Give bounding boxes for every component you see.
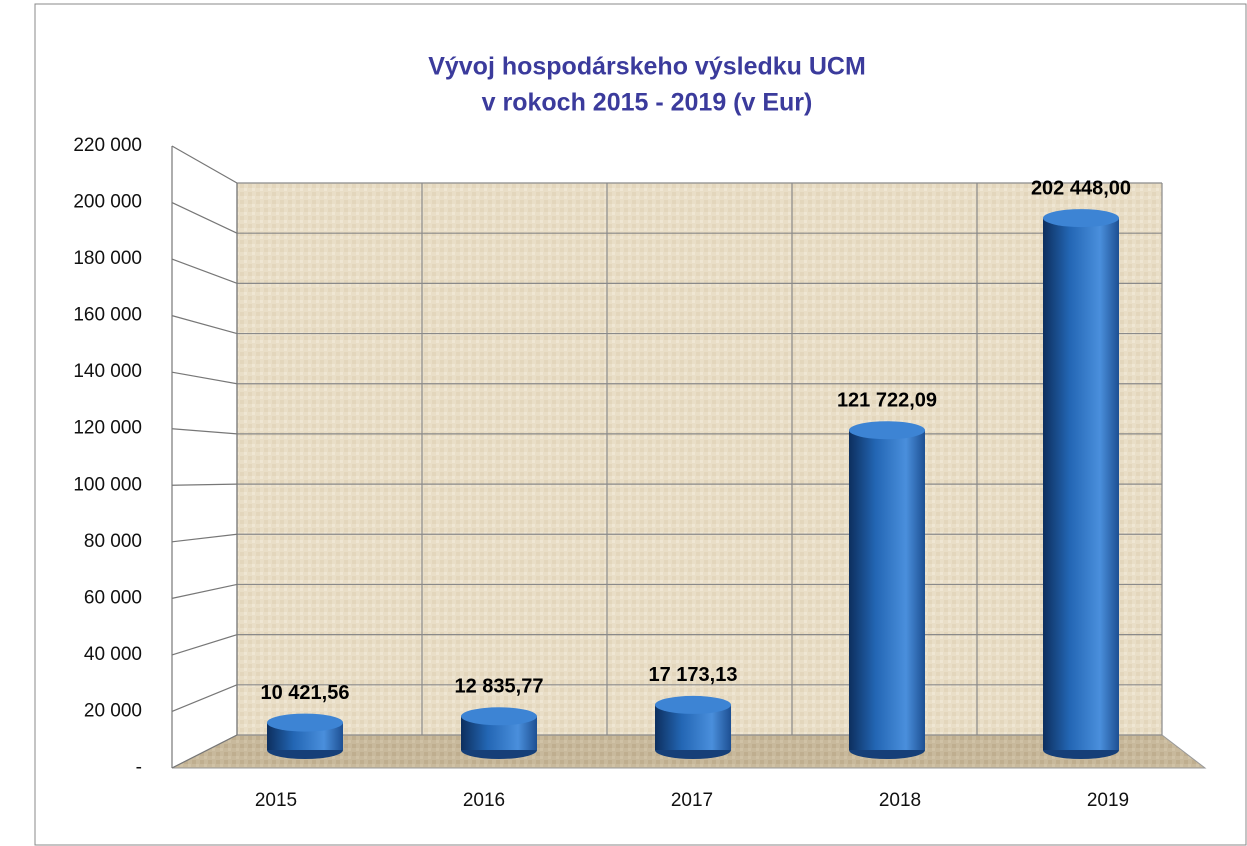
grid-line-side <box>171 533 238 543</box>
y-tick-label: 220 000 <box>73 135 142 156</box>
chart-title: Vývoj hospodárskeho výsledku UCM <box>428 53 866 81</box>
y-tick-label: 140 000 <box>73 361 142 382</box>
y-tick-label: 180 000 <box>73 248 142 269</box>
bar-top <box>655 695 731 714</box>
bar-top <box>461 707 537 726</box>
value-label: 17 173,13 <box>649 664 738 686</box>
bar-top <box>267 713 343 732</box>
grid-line-side <box>171 428 238 435</box>
y-tick-label: 80 000 <box>84 531 142 552</box>
value-label: 202 448,00 <box>1031 177 1131 199</box>
value-label: 121 722,09 <box>837 389 937 411</box>
x-tick-label: 2017 <box>671 790 713 811</box>
y-tick-label: 60 000 <box>84 587 142 608</box>
y-tick-label: 200 000 <box>73 192 142 213</box>
y-tick-label: - <box>136 757 142 778</box>
bar-top <box>849 421 925 440</box>
y-tick-label: 160 000 <box>73 305 142 326</box>
value-label: 12 835,77 <box>455 676 544 698</box>
grid-line-side <box>171 202 238 234</box>
grid-line-side <box>171 483 238 486</box>
grid-line-side <box>171 315 238 335</box>
chart-subtitle: v rokoch 2015 - 2019 (v Eur) <box>482 89 813 117</box>
bar <box>1043 218 1119 750</box>
y-tick-label: 40 000 <box>84 644 142 665</box>
x-tick-label: 2015 <box>255 790 297 811</box>
chart-border <box>34 3 1247 846</box>
bar <box>849 430 925 750</box>
back-wall <box>237 183 1162 735</box>
y-tick-label: 20 000 <box>84 700 142 721</box>
x-tick-label: 2018 <box>879 790 921 811</box>
y-tick-label: 100 000 <box>73 474 142 495</box>
grid-line-side <box>171 145 238 184</box>
value-label: 10 421,56 <box>261 682 350 704</box>
bar-top <box>1043 209 1119 228</box>
x-tick-label: 2016 <box>463 790 505 811</box>
grid-line-side <box>171 583 238 599</box>
grid-line-side <box>171 684 238 713</box>
x-tick-label: 2019 <box>1087 790 1129 811</box>
grid-line-side <box>171 634 238 656</box>
y-tick-label: 120 000 <box>73 418 142 439</box>
grid-line-side <box>171 258 238 284</box>
grid-line-side <box>171 734 238 769</box>
grid-line-side <box>171 371 238 385</box>
